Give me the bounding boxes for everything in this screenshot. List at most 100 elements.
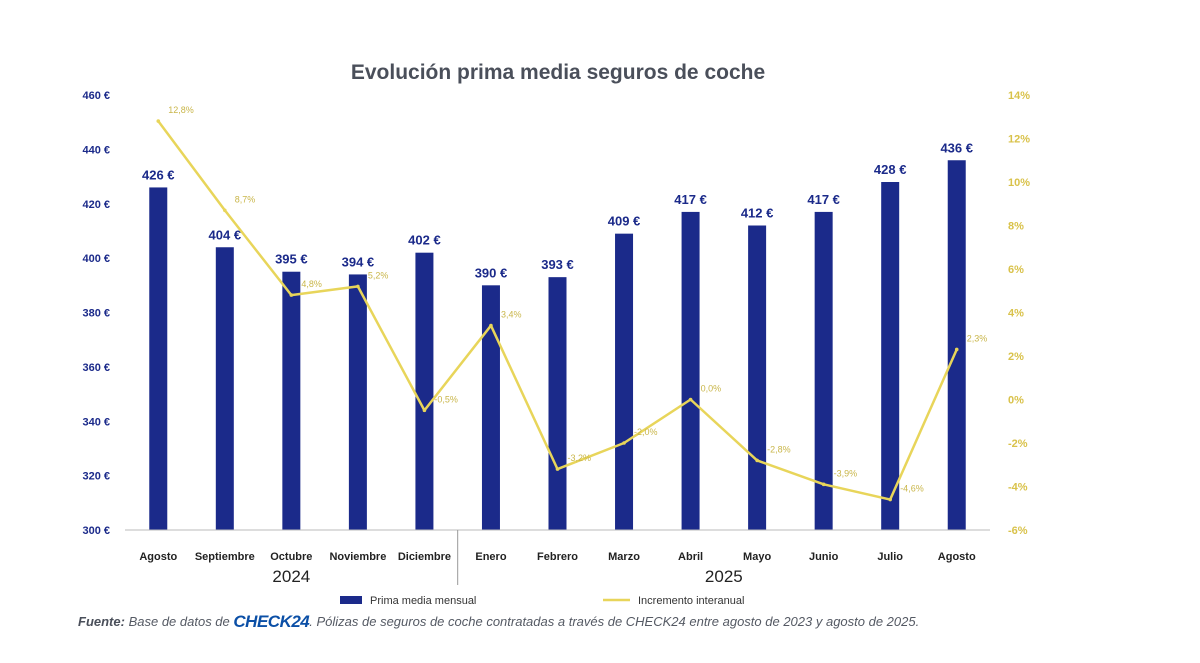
line-point: [555, 467, 560, 471]
bar: [348, 274, 367, 530]
bar: [814, 211, 833, 530]
y-left-tick-label: 320 €: [82, 471, 110, 483]
check24-logo: CHECK24: [233, 612, 310, 631]
source-text-after: . Pólizas de seguros de coche contratada…: [309, 614, 920, 629]
x-tick-label: Diciembre: [398, 551, 451, 563]
line-value-label: -4,6%: [900, 484, 924, 494]
line-value-label: -3,2%: [568, 453, 592, 463]
line-point: [356, 284, 360, 289]
source-text-before: Base de datos de: [128, 614, 230, 629]
line-value-label: -0,5%: [434, 394, 458, 404]
bar-value-label: 393 €: [541, 257, 574, 272]
y-left-tick-label: 380 €: [82, 308, 110, 320]
bar: [215, 247, 234, 530]
bar-value-label: 404 €: [209, 227, 242, 242]
legend-line-label: Incremento interanual: [638, 595, 744, 607]
x-axis: Agosto Septiembre Octubre Noviembre Diciembr…: [125, 529, 990, 586]
y-left-tick-label: 400 €: [82, 253, 110, 265]
y-left-tick-label: 440 €: [82, 144, 110, 156]
line-value-label: 8,7%: [235, 194, 256, 204]
y-right-tick-label: 14%: [1008, 90, 1030, 102]
source-label: Fuente:: [78, 614, 125, 629]
y-right-tick-label: 4%: [1008, 308, 1024, 320]
bar: [481, 285, 500, 530]
y-right-tick-label: -2%: [1008, 438, 1028, 450]
y-right-tick-label: 10%: [1008, 177, 1030, 189]
bar: [282, 271, 301, 530]
bar-value-label: 417 €: [674, 192, 707, 207]
bar-value-label: 428 €: [874, 162, 907, 177]
bar-value-label: 426 €: [142, 167, 175, 182]
line-value-label: 12,8%: [168, 105, 194, 115]
line-series: 12,8% 8,7% 4,8% 5,2% -0,5% 3,4% -3,2% -2,0% 0,0%…: [156, 105, 988, 502]
bar-value-label: 402 €: [408, 233, 441, 248]
line-value-label: 4,8%: [301, 279, 322, 289]
line-point: [888, 497, 892, 502]
bar: [548, 277, 567, 530]
line-point: [954, 347, 959, 352]
y-left-tick-label: 300 €: [82, 525, 110, 537]
line-value-label: -3,9%: [834, 468, 858, 478]
line-value-label: 2,3%: [967, 333, 988, 343]
x-tick-label: Agosto: [938, 551, 976, 563]
y-right-tick-label: 0%: [1008, 395, 1024, 407]
y-left-tick-label: 460 €: [82, 90, 110, 102]
x-tick-label: Mayo: [743, 551, 771, 563]
x-tick-label: Marzo: [608, 551, 640, 563]
line-point: [821, 482, 826, 487]
bar-value-label: 417 €: [807, 192, 840, 207]
legend-bar-swatch: [340, 596, 362, 604]
right-axis: 14% 12% 10% 8% 6% 4% 2% 0% -2% -4% -6%: [1008, 90, 1030, 537]
line-value-label: 3,4%: [501, 310, 522, 320]
x-tick-label: Agosto: [139, 551, 177, 563]
line-point: [688, 397, 693, 402]
legend-bar-label: Prima media mensual: [370, 595, 476, 607]
bar-value-label: 395 €: [275, 252, 308, 267]
chart-title: Evolución prima media seguros de coche: [351, 61, 765, 84]
y-right-tick-label: 8%: [1008, 221, 1024, 233]
source-note: Fuente: Base de datos de CHECK24. Póliza…: [78, 612, 1178, 632]
bar-value-label: 394 €: [342, 254, 375, 269]
line-point: [289, 293, 294, 297]
y-left-tick-label: 420 €: [82, 199, 110, 211]
bar: [748, 225, 767, 530]
bar-value-label: 390 €: [475, 265, 508, 280]
bar: [947, 160, 966, 530]
left-axis: 460 € 440 € 420 € 400 € 380 € 360 € 340 € 320 €…: [82, 90, 110, 537]
x-tick-label: Octubre: [270, 551, 312, 563]
bar-value-label: 409 €: [608, 214, 641, 229]
y-right-tick-label: 12%: [1008, 134, 1030, 146]
line-point: [622, 441, 626, 445]
bar: [881, 182, 900, 530]
bar: [149, 187, 168, 530]
bar: [615, 233, 634, 530]
bar-value-label: 412 €: [741, 206, 774, 221]
year-group-label: 2025: [705, 567, 743, 586]
x-tick-label: Noviembre: [329, 551, 386, 563]
y-right-tick-label: 6%: [1008, 264, 1024, 276]
y-right-tick-label: -6%: [1008, 525, 1028, 537]
y-right-tick-label: 2%: [1008, 351, 1024, 363]
bar-value-label: 436 €: [940, 140, 973, 155]
legend: Prima media mensual Incremento interanual: [340, 595, 744, 607]
bar-series: 426 € 404 € 395 € 394 € 402 € 390 € 393 € 409 €…: [142, 140, 973, 530]
line-point: [755, 458, 759, 463]
bar: [415, 252, 434, 530]
line-value-label: 0,0%: [701, 384, 722, 394]
y-left-tick-label: 360 €: [82, 362, 110, 374]
x-tick-label: Julio: [877, 551, 903, 563]
bar: [681, 211, 700, 530]
line-point: [422, 408, 427, 413]
line-value-label: -2,8%: [767, 444, 791, 454]
x-tick-label: Junio: [809, 551, 839, 563]
line-point: [223, 208, 227, 213]
x-tick-label: Septiembre: [195, 551, 255, 563]
x-tick-label: Febrero: [537, 551, 578, 563]
x-tick-label: Abril: [678, 551, 703, 563]
line-value-label: -2,0%: [634, 427, 658, 437]
year-group-label: 2024: [272, 567, 310, 586]
line-point: [489, 323, 493, 328]
y-right-tick-label: -4%: [1008, 482, 1028, 494]
